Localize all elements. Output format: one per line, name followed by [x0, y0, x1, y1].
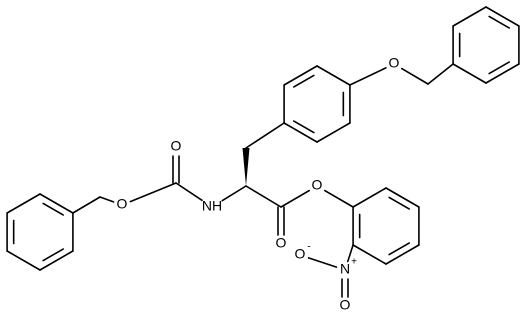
bond [307, 257, 338, 268]
atom-label: NH [202, 198, 222, 214]
bond [280, 189, 311, 208]
bond [129, 182, 177, 203]
bond [488, 61, 510, 75]
bond [42, 202, 64, 216]
atom-label: O [171, 138, 182, 154]
bond [388, 196, 410, 210]
bond [175, 182, 203, 202]
bond [283, 65, 318, 86]
bond [6, 193, 41, 214]
atom-charge: - [307, 242, 310, 253]
atom-label: O [340, 297, 351, 313]
bond [39, 193, 74, 214]
atom-label: O [117, 196, 128, 212]
bond [485, 63, 520, 84]
bond [39, 250, 74, 271]
bond [346, 244, 354, 263]
atom-label: O [389, 55, 400, 71]
atom-charge: + [351, 257, 357, 268]
bond [42, 248, 64, 262]
bond [385, 187, 420, 208]
bond [283, 122, 318, 143]
bond [488, 15, 510, 29]
bond [452, 6, 487, 27]
bond [72, 196, 101, 214]
bond [485, 6, 520, 27]
bond [349, 67, 387, 86]
bond [316, 122, 351, 143]
wedge-bond [242, 148, 250, 186]
bond [293, 74, 315, 88]
bond [427, 63, 454, 85]
bond [452, 63, 487, 84]
atom-label: O [312, 177, 323, 193]
bond [245, 185, 282, 208]
bond [245, 122, 285, 149]
bond [352, 244, 387, 265]
bond [293, 120, 315, 134]
bond [400, 67, 429, 85]
bond [6, 250, 41, 271]
atom-label: N [340, 261, 350, 277]
atom-label: O [276, 235, 287, 251]
bond [99, 196, 115, 203]
bond [221, 185, 247, 202]
bond [388, 242, 410, 256]
bond [385, 244, 420, 265]
bond [323, 189, 354, 208]
bond [316, 65, 351, 86]
bond [352, 187, 387, 208]
atom-label: O [295, 246, 306, 262]
